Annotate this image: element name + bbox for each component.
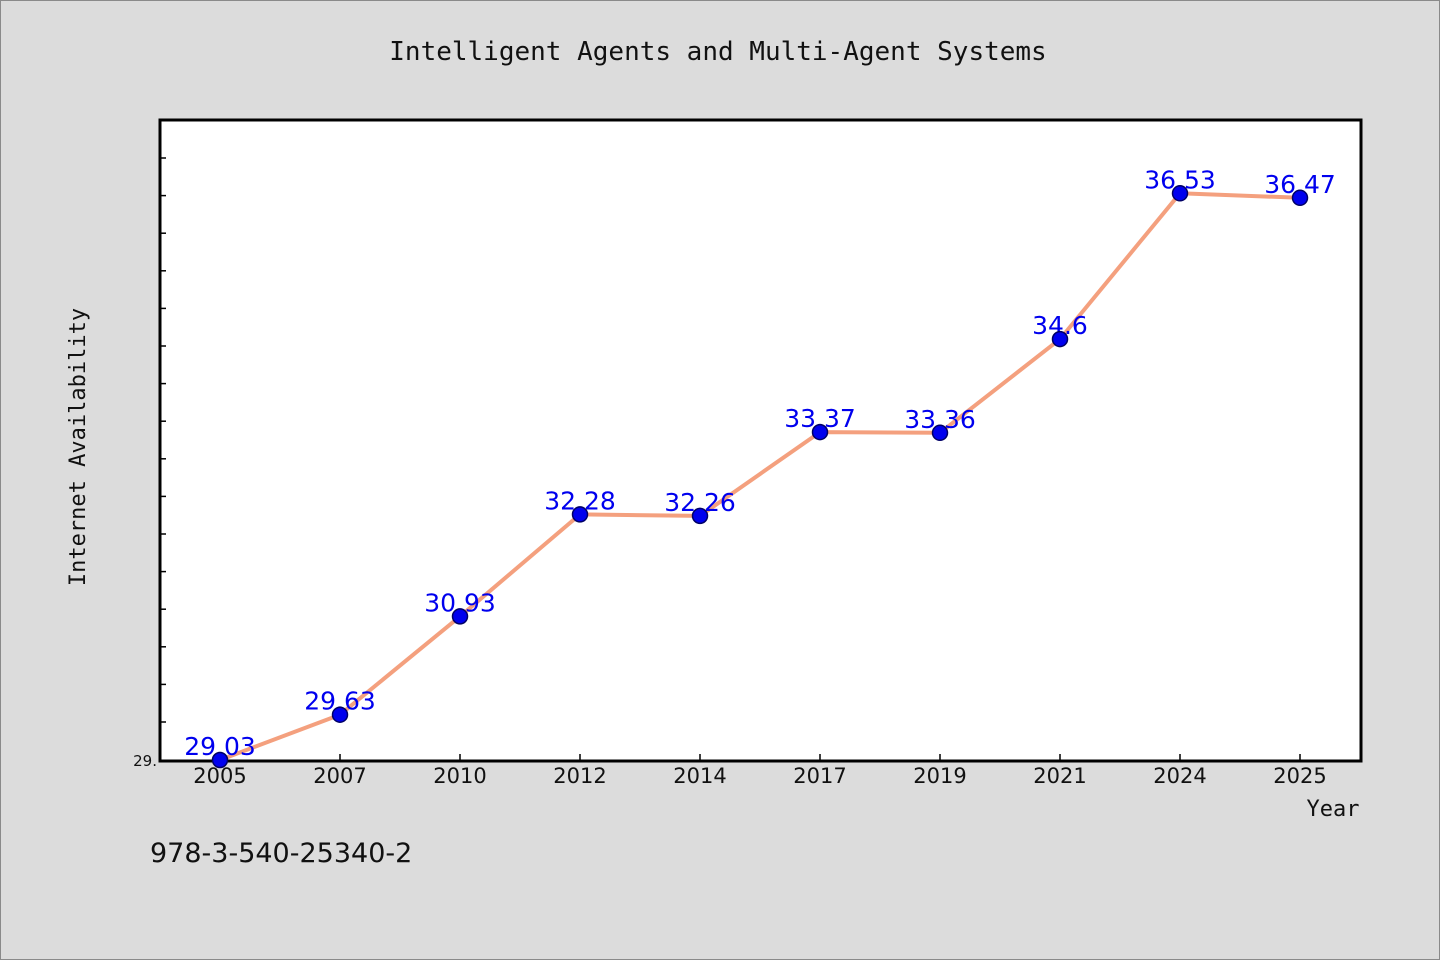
- data-point: [1171, 185, 1189, 202]
- x-tick-label: 2024: [1153, 764, 1206, 788]
- data-point: [571, 506, 589, 523]
- chart-title: Intelligent Agents and Multi-Agent Syste…: [389, 37, 1046, 67]
- x-tick-label: 2014: [673, 764, 726, 788]
- x-tick-label: 2025: [1273, 764, 1326, 788]
- y-tick-label: 29.: [133, 752, 157, 770]
- x-tick-label: 2012: [553, 764, 606, 788]
- x-axis-ticks: [219, 754, 1301, 760]
- data-point: [331, 706, 349, 723]
- data-point: [451, 608, 469, 625]
- x-axis-label: Year: [1307, 797, 1360, 822]
- x-tick-label: 2007: [313, 764, 366, 788]
- footer-isbn: 978-3-540-25340-2: [150, 838, 412, 869]
- series-line: [218, 191, 1302, 762]
- x-tick-label: 2021: [1033, 764, 1086, 788]
- data-point: [1291, 189, 1309, 207]
- y-axis-label: Internet Availability: [66, 308, 91, 586]
- x-tick-label: 2010: [433, 764, 486, 788]
- data-point: [931, 424, 949, 442]
- data-point: [811, 423, 829, 441]
- marker-group: [211, 185, 1309, 769]
- series-line-group: [218, 191, 1302, 762]
- data-point: [211, 751, 229, 769]
- x-tick-label: 2017: [793, 764, 846, 788]
- x-axis-tick-labels: 2005 2007 2010 2012 2014 2017 2019 2021 2024 2025: [193, 764, 1326, 788]
- data-point: [1051, 330, 1069, 348]
- x-tick-label: 2019: [913, 764, 966, 788]
- data-point: [691, 507, 709, 525]
- plot-area: [158, 118, 1363, 763]
- y-axis-ticks: [160, 157, 166, 723]
